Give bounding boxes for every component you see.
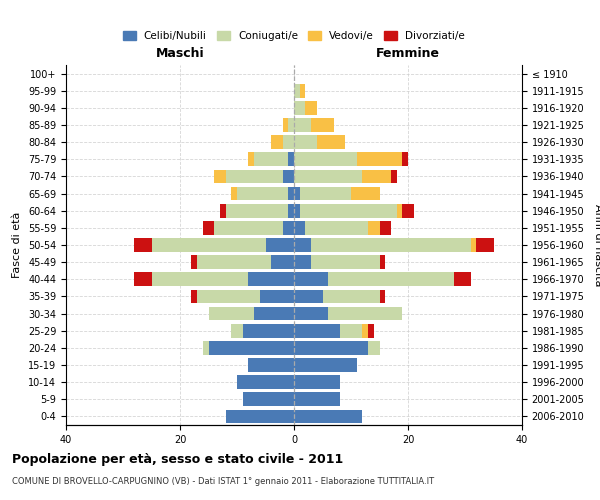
Bar [289,118,294,132]
Bar [265,238,294,252]
Bar [271,256,294,269]
Bar [294,221,305,234]
Bar [294,256,311,269]
Bar [328,272,454,286]
Bar [300,84,305,98]
Bar [305,221,368,234]
Bar [197,290,260,304]
Bar [209,306,254,320]
Bar [151,238,265,252]
Bar [283,118,289,132]
Bar [294,272,328,286]
Bar [294,238,311,252]
Bar [151,272,248,286]
Bar [214,221,283,234]
Bar [294,358,356,372]
Bar [294,84,300,98]
Bar [294,290,323,304]
Bar [294,170,362,183]
Bar [294,324,340,338]
Y-axis label: Anni di nascita: Anni di nascita [593,204,600,286]
Text: Maschi: Maschi [155,47,205,60]
Bar [254,152,289,166]
Bar [294,118,311,132]
Bar [300,186,351,200]
Bar [289,152,294,166]
Bar [403,204,414,218]
Bar [220,204,226,218]
Bar [242,324,294,338]
Bar [317,136,346,149]
Bar [197,256,271,269]
Bar [294,341,368,354]
Bar [237,376,294,389]
Bar [305,101,317,114]
Text: Popolazione per età, sesso e stato civile - 2011: Popolazione per età, sesso e stato civil… [12,452,343,466]
Bar [362,170,391,183]
Bar [134,272,151,286]
Bar [226,204,289,218]
Bar [214,170,226,183]
Bar [283,170,294,183]
Bar [368,324,374,338]
Bar [311,256,380,269]
Bar [454,272,471,286]
Bar [476,238,493,252]
Bar [294,306,328,320]
Bar [191,256,197,269]
Bar [248,152,254,166]
Text: COMUNE DI BROVELLO-CARPUGNINO (VB) - Dati ISTAT 1° gennaio 2011 - Elaborazione T: COMUNE DI BROVELLO-CARPUGNINO (VB) - Dat… [12,478,434,486]
Bar [283,221,294,234]
Bar [351,186,380,200]
Bar [328,306,403,320]
Bar [294,410,362,424]
Bar [294,136,317,149]
Bar [232,186,237,200]
Bar [368,221,380,234]
Bar [294,392,340,406]
Bar [232,324,242,338]
Bar [203,341,209,354]
Bar [294,186,300,200]
Bar [248,358,294,372]
Bar [237,186,289,200]
Bar [397,204,403,218]
Bar [289,204,294,218]
Bar [380,221,391,234]
Bar [340,324,362,338]
Bar [260,290,294,304]
Bar [294,101,305,114]
Bar [248,272,294,286]
Bar [289,186,294,200]
Legend: Celibi/Nubili, Coniugati/e, Vedovi/e, Divorziati/e: Celibi/Nubili, Coniugati/e, Vedovi/e, Di… [119,27,469,46]
Bar [254,306,294,320]
Bar [471,238,476,252]
Bar [380,290,385,304]
Bar [271,136,283,149]
Bar [391,170,397,183]
Bar [242,392,294,406]
Bar [134,238,151,252]
Bar [283,136,294,149]
Bar [311,118,334,132]
Bar [294,204,300,218]
Bar [191,290,197,304]
Y-axis label: Fasce di età: Fasce di età [13,212,22,278]
Bar [226,410,294,424]
Bar [362,324,368,338]
Bar [403,152,408,166]
Bar [294,152,356,166]
Bar [203,221,214,234]
Bar [380,256,385,269]
Bar [356,152,403,166]
Bar [300,204,397,218]
Bar [294,376,340,389]
Bar [368,341,380,354]
Bar [323,290,380,304]
Bar [226,170,283,183]
Text: Femmine: Femmine [376,47,440,60]
Bar [311,238,471,252]
Bar [209,341,294,354]
